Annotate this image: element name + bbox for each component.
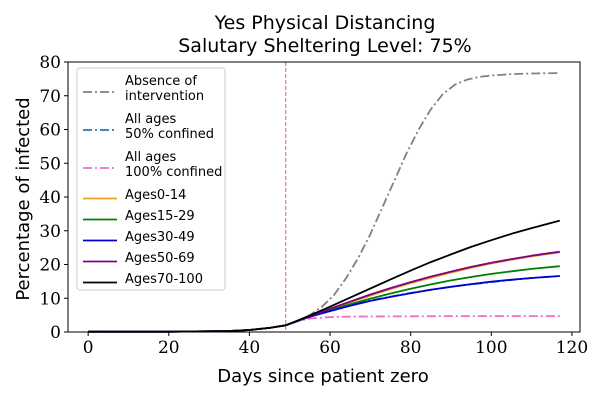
y-tick-label: 0 (50, 323, 61, 343)
legend-box (76, 67, 226, 291)
legend-label-0: intervention (125, 89, 204, 104)
plot-area: 0 20 40 60 80 100 120 0 10 20 30 40 50 60 70 80 (39, 53, 588, 358)
legend-label-0: Absence of (125, 74, 197, 89)
legend-label-7: Ages70-100 (125, 272, 203, 287)
y-tick-label: 70 (39, 87, 61, 107)
y-tick-label: 10 (39, 289, 61, 309)
y-axis-label: Percentage of infected (13, 97, 34, 300)
x-tick-label: 60 (319, 338, 341, 358)
legend-label-4: Ages15-29 (125, 209, 195, 224)
x-tick-label: 20 (158, 338, 180, 358)
chart-title: Yes Physical Distancing (214, 12, 436, 34)
y-tick-label: 40 (39, 188, 61, 208)
y-tick-label: 50 (39, 154, 61, 174)
legend-label-2: 100% confined (125, 165, 222, 180)
legend-label-5: Ages30-49 (125, 230, 195, 245)
series-line-0 (88, 72, 560, 333)
legend-label-3: Ages0-14 (125, 188, 186, 203)
legend-label-2: All ages (125, 150, 176, 165)
x-tick-label: 80 (400, 338, 422, 358)
chart-subtitle: Salutary Sheltering Level: 75% (178, 35, 471, 57)
series-line-7 (88, 219, 561, 333)
y-tick-label: 30 (39, 222, 61, 242)
legend-label-1: 50% confined (125, 127, 214, 142)
legend-label-1: All ages (125, 112, 176, 127)
x-tick-label: 100 (475, 338, 507, 358)
series-line-2 (88, 315, 560, 333)
x-tick-label: 120 (556, 338, 588, 358)
x-axis-label: Days since patient zero (217, 366, 428, 387)
y-tick-label: 20 (39, 256, 61, 276)
x-tick-label: 40 (239, 338, 261, 358)
x-tick-label: 0 (83, 338, 94, 358)
legend-label-6: Ages50-69 (125, 251, 195, 266)
y-tick-label: 60 (39, 121, 61, 141)
y-tick-label: 80 (39, 53, 61, 73)
